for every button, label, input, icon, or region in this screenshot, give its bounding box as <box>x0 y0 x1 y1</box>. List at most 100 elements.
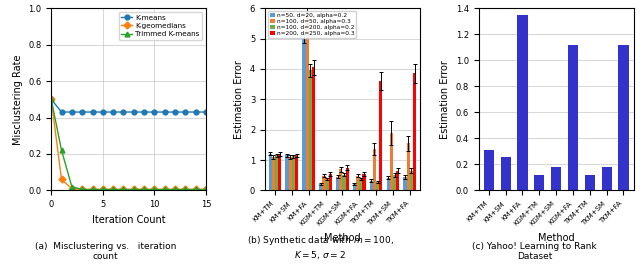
K-geomedians <box>192 188 200 191</box>
K-means <box>150 110 158 114</box>
X-axis label: Iteration Count: Iteration Count <box>92 215 166 225</box>
K-means <box>47 98 55 101</box>
Bar <box>585 175 595 190</box>
Bar <box>269 154 272 190</box>
K-geomedians <box>161 188 168 191</box>
Trimmed K-means <box>47 98 55 101</box>
Trimmed K-means <box>130 188 138 191</box>
Bar <box>517 15 527 190</box>
Trimmed K-means <box>172 188 179 191</box>
K-geomedians <box>150 188 158 191</box>
K-means <box>172 110 179 114</box>
Text: (b) Synthetic data with $m = 100$,
$K = 5$, $\sigma = 2$: (b) Synthetic data with $m = 100$, $K = … <box>246 234 394 261</box>
Bar <box>359 179 362 190</box>
K-means <box>202 110 210 114</box>
Trimmed K-means <box>120 188 127 191</box>
Trimmed K-means <box>161 188 168 191</box>
Bar <box>406 143 410 190</box>
Bar <box>380 81 383 190</box>
Trimmed K-means <box>140 188 148 191</box>
Trimmed K-means <box>150 188 158 191</box>
Line: K-means: K-means <box>49 97 209 115</box>
Bar <box>376 182 380 190</box>
K-means <box>130 110 138 114</box>
Bar <box>551 167 561 190</box>
Line: Trimmed K-means: Trimmed K-means <box>49 97 209 192</box>
Bar <box>390 133 393 190</box>
Trimmed K-means <box>202 188 210 191</box>
Bar <box>339 169 342 190</box>
K-means <box>109 110 117 114</box>
Bar <box>329 174 332 190</box>
Bar <box>362 174 365 190</box>
K-geomedians <box>140 188 148 191</box>
Bar <box>393 175 396 190</box>
Y-axis label: Estimation Error: Estimation Error <box>440 60 450 139</box>
Trimmed K-means <box>89 188 97 191</box>
Bar <box>275 156 278 190</box>
Bar <box>387 178 390 190</box>
K-geomedians <box>182 188 189 191</box>
K-geomedians <box>58 178 65 181</box>
Bar <box>568 45 578 190</box>
Legend: n=50, d=20, alpha=0.2, n=100, d=50, alpha=0.3, n=100, d=200, alpha=0.2, n=200, d: n=50, d=20, alpha=0.2, n=100, d=50, alph… <box>268 11 356 38</box>
Bar <box>356 176 359 190</box>
K-means <box>89 110 97 114</box>
Line: K-geomedians: K-geomedians <box>49 97 209 192</box>
K-means <box>140 110 148 114</box>
Bar <box>403 177 406 190</box>
K-means <box>120 110 127 114</box>
K-geomedians <box>89 188 97 191</box>
K-geomedians <box>78 188 86 191</box>
K-means <box>58 110 65 114</box>
Bar <box>292 156 295 190</box>
K-geomedians <box>99 188 107 191</box>
Trimmed K-means <box>109 188 117 191</box>
K-geomedians <box>68 187 76 190</box>
Bar <box>305 17 308 190</box>
Bar <box>319 184 323 190</box>
Bar <box>278 154 282 190</box>
K-means <box>68 110 76 114</box>
Trimmed K-means <box>192 188 200 191</box>
Bar <box>323 176 326 190</box>
Bar <box>285 156 289 190</box>
K-geomedians <box>130 188 138 191</box>
K-geomedians <box>172 188 179 191</box>
Y-axis label: Misclustering Rate: Misclustering Rate <box>13 54 22 144</box>
Bar <box>396 171 399 190</box>
Text: (a)  Misclustering vs.   iteration
count: (a) Misclustering vs. iteration count <box>35 242 176 261</box>
K-means <box>182 110 189 114</box>
K-means <box>99 110 107 114</box>
Bar <box>534 175 545 190</box>
Bar <box>410 171 413 190</box>
Trimmed K-means <box>99 188 107 191</box>
Bar <box>272 157 275 190</box>
Bar <box>346 168 349 190</box>
Legend: K-means, K-geomedians, Trimmed K-means: K-means, K-geomedians, Trimmed K-means <box>118 12 202 40</box>
Bar <box>295 156 298 190</box>
K-geomedians <box>202 188 210 191</box>
Bar <box>326 179 329 190</box>
K-geomedians <box>47 98 55 101</box>
Bar <box>289 157 292 190</box>
Bar <box>413 73 416 190</box>
Bar <box>373 149 376 190</box>
Trimmed K-means <box>58 149 65 152</box>
Bar <box>342 175 346 190</box>
Bar <box>484 150 494 190</box>
Text: (c) Yahoo! Learning to Rank
Dataset: (c) Yahoo! Learning to Rank Dataset <box>472 242 596 261</box>
Y-axis label: Estimation Error: Estimation Error <box>234 60 244 139</box>
Bar <box>370 181 373 190</box>
Bar <box>312 67 315 190</box>
K-geomedians <box>109 188 117 191</box>
Bar <box>602 167 612 190</box>
Bar <box>618 45 628 190</box>
X-axis label: Method: Method <box>324 233 361 243</box>
Trimmed K-means <box>68 185 76 188</box>
Trimmed K-means <box>78 188 86 191</box>
Bar <box>308 70 312 190</box>
Bar <box>500 157 511 190</box>
Trimmed K-means <box>182 188 189 191</box>
K-means <box>78 110 86 114</box>
